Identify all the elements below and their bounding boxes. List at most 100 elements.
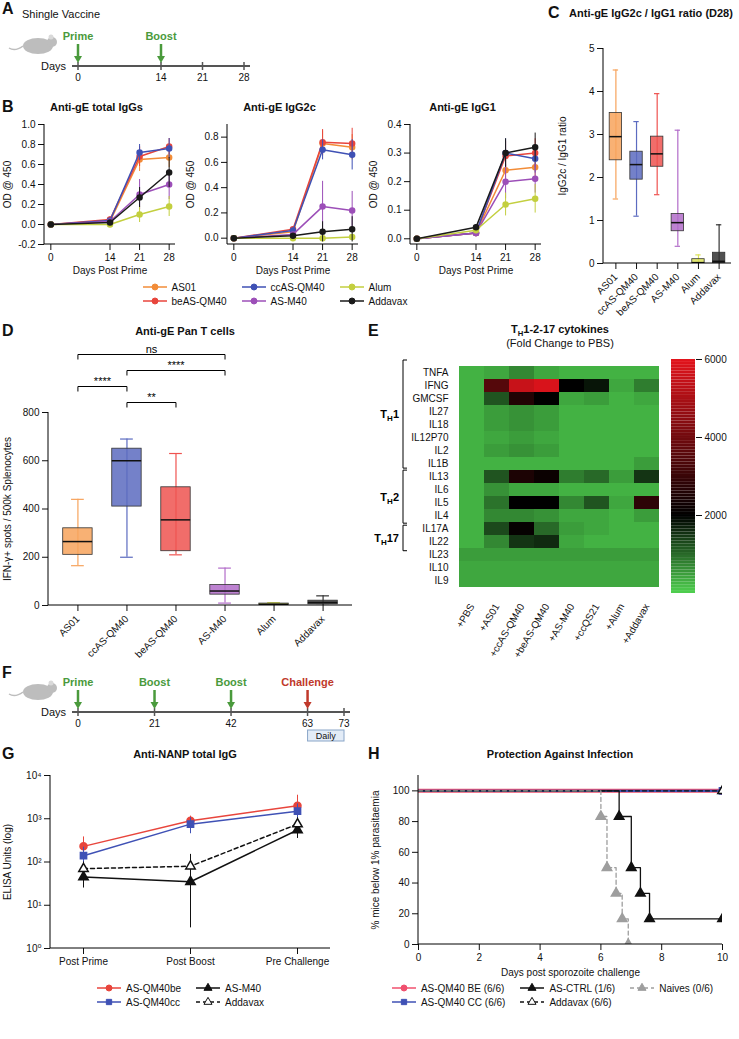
svg-text:IL22: IL22: [429, 536, 449, 547]
svg-text:0.2: 0.2: [22, 199, 36, 210]
svg-text:IL9: IL9: [435, 575, 449, 586]
svg-text:21: 21: [149, 718, 161, 729]
svg-text:21: 21: [317, 252, 329, 263]
svg-text:IgG2c / IgG1 ratio: IgG2c / IgG1 ratio: [557, 116, 568, 195]
svg-text:200: 200: [23, 551, 40, 562]
svg-text:21: 21: [500, 252, 512, 263]
svg-text:Days: Days: [41, 706, 67, 718]
svg-text:+PBS: +PBS: [454, 601, 477, 629]
svg-text:2: 2: [477, 952, 483, 963]
svg-text:IL23: IL23: [429, 549, 449, 560]
svg-text:10: 10: [717, 952, 729, 963]
svg-text:73: 73: [338, 718, 350, 729]
svg-text:Alum: Alum: [254, 613, 278, 637]
svg-text:**: **: [147, 391, 156, 403]
svg-text:60: 60: [398, 847, 410, 858]
svg-text:0.6: 0.6: [22, 159, 36, 170]
svg-text:21: 21: [134, 252, 146, 263]
svg-text:0: 0: [75, 72, 81, 83]
svg-text:0.6: 0.6: [205, 157, 219, 168]
svg-text:ccAS-QM40: ccAS-QM40: [85, 613, 131, 659]
svg-text:80: 80: [398, 816, 410, 827]
svg-text:****: ****: [167, 359, 185, 371]
svg-text:14: 14: [470, 252, 482, 263]
svg-text:OD @ 450: OD @ 450: [2, 160, 13, 208]
svg-text:Daily: Daily: [316, 731, 337, 741]
svg-text:IL2: IL2: [435, 445, 449, 456]
svg-text:GMCSF: GMCSF: [412, 393, 448, 404]
svg-text:800: 800: [23, 407, 40, 418]
svg-text:IL27: IL27: [429, 406, 449, 417]
svg-text:AS-M40: AS-M40: [195, 613, 229, 647]
svg-text:Shingle Vaccine: Shingle Vaccine: [22, 8, 100, 20]
svg-text:10⁴: 10⁴: [26, 770, 41, 781]
svg-text:0.8: 0.8: [22, 139, 36, 150]
svg-text:0: 0: [404, 939, 410, 950]
svg-text:+ccQS21: +ccQS21: [571, 601, 601, 643]
svg-text:100: 100: [393, 785, 410, 796]
svg-text:Post Prime: Post Prime: [59, 956, 108, 967]
svg-text:Prime: Prime: [63, 30, 94, 42]
svg-text:14: 14: [104, 252, 116, 263]
svg-text:Boost: Boost: [139, 676, 171, 688]
svg-text:0.1: 0.1: [388, 204, 402, 215]
svg-text:IL17A: IL17A: [422, 523, 448, 534]
svg-text:28: 28: [164, 252, 176, 263]
svg-text:10⁰: 10⁰: [26, 943, 41, 954]
svg-text:10³: 10³: [27, 813, 42, 824]
svg-text:Addavax: Addavax: [291, 613, 326, 648]
svg-text:Days Post Prime: Days Post Prime: [256, 265, 331, 276]
svg-text:8: 8: [659, 952, 665, 963]
svg-text:0: 0: [48, 252, 54, 263]
svg-text:Boost: Boost: [215, 676, 247, 688]
svg-text:+Addavax: +Addavax: [620, 602, 652, 646]
svg-text:2: 2: [589, 172, 595, 183]
svg-text:28: 28: [530, 252, 542, 263]
svg-text:400: 400: [23, 503, 40, 514]
svg-text:0: 0: [231, 252, 237, 263]
svg-text:Days: Days: [41, 60, 67, 72]
svg-text:4000: 4000: [705, 432, 728, 443]
svg-text:TH17: TH17: [374, 532, 399, 547]
svg-text:0.2: 0.2: [205, 207, 219, 218]
svg-text:28: 28: [238, 72, 250, 83]
svg-text:0.0: 0.0: [388, 233, 402, 244]
svg-text:0.8: 0.8: [205, 131, 219, 142]
svg-text:40: 40: [398, 877, 410, 888]
svg-text:0: 0: [75, 718, 81, 729]
svg-text:-0.2: -0.2: [18, 239, 36, 250]
svg-text:Boost: Boost: [145, 30, 177, 42]
svg-text:****: ****: [94, 375, 112, 387]
svg-text:TNFA: TNFA: [423, 367, 449, 378]
svg-text:600: 600: [23, 455, 40, 466]
svg-text:14: 14: [155, 72, 167, 83]
svg-text:IFN-γ+ spots / 500k Splenocyte: IFN-γ+ spots / 500k Splenocytes: [2, 437, 13, 581]
svg-text:6000: 6000: [705, 354, 728, 365]
svg-text:IL1B: IL1B: [428, 458, 449, 469]
svg-text:10¹: 10¹: [27, 899, 42, 910]
svg-text:+AS01: +AS01: [477, 601, 502, 633]
svg-text:0.4: 0.4: [205, 182, 219, 193]
svg-text:0: 0: [414, 252, 420, 263]
svg-text:AS-M40: AS-M40: [648, 271, 682, 305]
svg-text:0.4: 0.4: [22, 179, 36, 190]
svg-text:63: 63: [302, 718, 314, 729]
svg-text:IL10: IL10: [429, 562, 449, 573]
svg-text:20: 20: [398, 908, 410, 919]
svg-text:Pre Challenge: Pre Challenge: [266, 956, 330, 967]
svg-text:6: 6: [598, 952, 604, 963]
svg-text:10²: 10²: [27, 856, 42, 867]
svg-text:TH1: TH1: [380, 408, 399, 423]
svg-text:Addavax: Addavax: [687, 271, 722, 306]
svg-text:IL4: IL4: [435, 510, 449, 521]
svg-text:0.0: 0.0: [205, 232, 219, 243]
svg-text:0: 0: [416, 952, 422, 963]
svg-text:5: 5: [589, 43, 595, 54]
svg-text:3: 3: [589, 129, 595, 140]
svg-text:ns: ns: [146, 343, 158, 355]
svg-text:Days Post Prime: Days Post Prime: [73, 265, 148, 276]
svg-text:ELISA Units (log): ELISA Units (log): [2, 824, 13, 900]
svg-text:4: 4: [589, 86, 595, 97]
svg-text:IL18: IL18: [429, 419, 449, 430]
svg-text:42: 42: [225, 718, 237, 729]
